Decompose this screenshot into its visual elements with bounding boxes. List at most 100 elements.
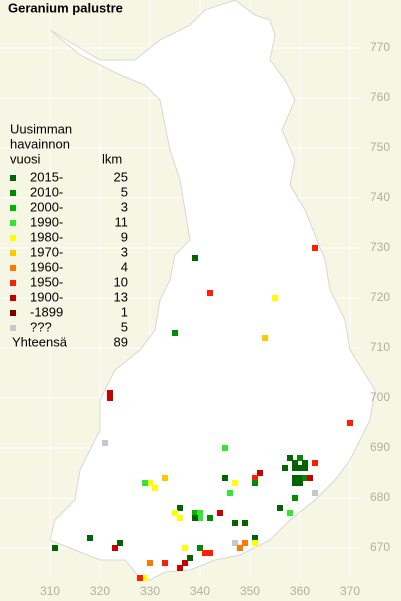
occurrence	[302, 465, 308, 471]
occurrence	[207, 550, 213, 556]
occurrence	[232, 480, 238, 486]
occurrence	[197, 545, 203, 551]
legend-count: 5	[121, 319, 128, 334]
occurrence	[232, 520, 238, 526]
legend-swatch	[10, 220, 16, 226]
legend-count: 13	[114, 289, 128, 304]
legend-heading: vuosi	[10, 151, 40, 166]
y-label: 670	[370, 540, 390, 554]
occurrence	[297, 475, 303, 481]
occurrence	[52, 545, 58, 551]
occurrence	[222, 475, 228, 481]
occurrence	[137, 575, 143, 581]
occurrence	[292, 460, 298, 466]
legend-total-label: Yhteensä	[12, 334, 68, 349]
occurrence	[107, 390, 113, 396]
occurrence	[292, 480, 298, 486]
occurrence	[347, 420, 353, 426]
occurrence	[197, 515, 203, 521]
x-label: 340	[190, 584, 210, 598]
occurrence	[307, 475, 313, 481]
legend-swatch	[10, 325, 16, 331]
occurrence	[257, 470, 263, 476]
occurrence	[242, 520, 248, 526]
occurrence	[252, 475, 258, 481]
occurrence	[237, 545, 243, 551]
legend-count: 3	[121, 199, 128, 214]
occurrence	[252, 480, 258, 486]
legend-swatch	[10, 280, 16, 286]
legend-swatch	[10, 310, 16, 316]
occurrence	[182, 545, 188, 551]
legend-label: 1970-	[30, 244, 63, 259]
occurrence	[312, 490, 318, 496]
legend-count: 10	[114, 274, 128, 289]
occurrence	[202, 550, 208, 556]
y-label: 720	[370, 290, 390, 304]
y-label: 710	[370, 340, 390, 354]
legend-swatch	[10, 175, 16, 181]
legend-count: 4	[121, 259, 128, 274]
occurrence	[312, 245, 318, 251]
occurrence	[252, 535, 258, 541]
legend-label: 1960-	[30, 259, 63, 274]
occurrence	[192, 510, 198, 516]
occurrence	[262, 335, 268, 341]
legend-label: 1980-	[30, 229, 63, 244]
occurrence	[222, 445, 228, 451]
y-label: 730	[370, 240, 390, 254]
occurrence	[112, 545, 118, 551]
legend-count: 3	[121, 244, 128, 259]
occurrence	[292, 495, 298, 501]
occurrence	[107, 395, 113, 401]
y-label: 770	[370, 40, 390, 54]
occurrence	[287, 510, 293, 516]
legend-swatch	[10, 190, 16, 196]
x-label: 320	[90, 584, 110, 598]
x-label: 350	[240, 584, 260, 598]
occurrence	[217, 510, 223, 516]
y-label: 690	[370, 440, 390, 454]
legend-count: 9	[121, 229, 128, 244]
legend-label: ???	[30, 319, 52, 334]
legend-label: -1899	[30, 304, 63, 319]
y-label: 760	[370, 90, 390, 104]
title: Geranium palustre	[8, 0, 123, 15]
legend-swatch	[10, 205, 16, 211]
legend-swatch	[10, 235, 16, 241]
occurrence	[142, 480, 148, 486]
legend-label: 2015-	[30, 169, 63, 184]
legend-label: 2000-	[30, 199, 63, 214]
occurrence	[292, 465, 298, 471]
occurrence	[192, 515, 198, 521]
occurrence	[297, 480, 303, 486]
legend-heading: Uusimman	[10, 121, 72, 136]
occurrence	[192, 255, 198, 261]
occurrence	[187, 555, 193, 561]
legend-count: 11	[115, 214, 129, 229]
legend-count-heading: lkm	[102, 151, 122, 166]
occurrence	[177, 505, 183, 511]
occurrence	[272, 295, 278, 301]
occurrence	[297, 455, 303, 461]
occurrence	[282, 465, 288, 471]
legend-heading: havainnon	[10, 136, 70, 151]
legend-swatch	[10, 265, 16, 271]
occurrence	[197, 510, 203, 516]
legend-label: 1990-	[30, 214, 63, 229]
legend-swatch	[10, 250, 16, 256]
y-label: 700	[370, 390, 390, 404]
occurrence	[142, 575, 148, 581]
y-label: 750	[370, 140, 390, 154]
occurrences	[52, 245, 353, 581]
x-label: 370	[340, 584, 360, 598]
x-label: 330	[140, 584, 160, 598]
legend-swatch	[10, 295, 16, 301]
occurrence	[252, 540, 258, 546]
occurrence	[292, 475, 298, 481]
occurrence	[287, 455, 293, 461]
occurrence	[152, 485, 158, 491]
